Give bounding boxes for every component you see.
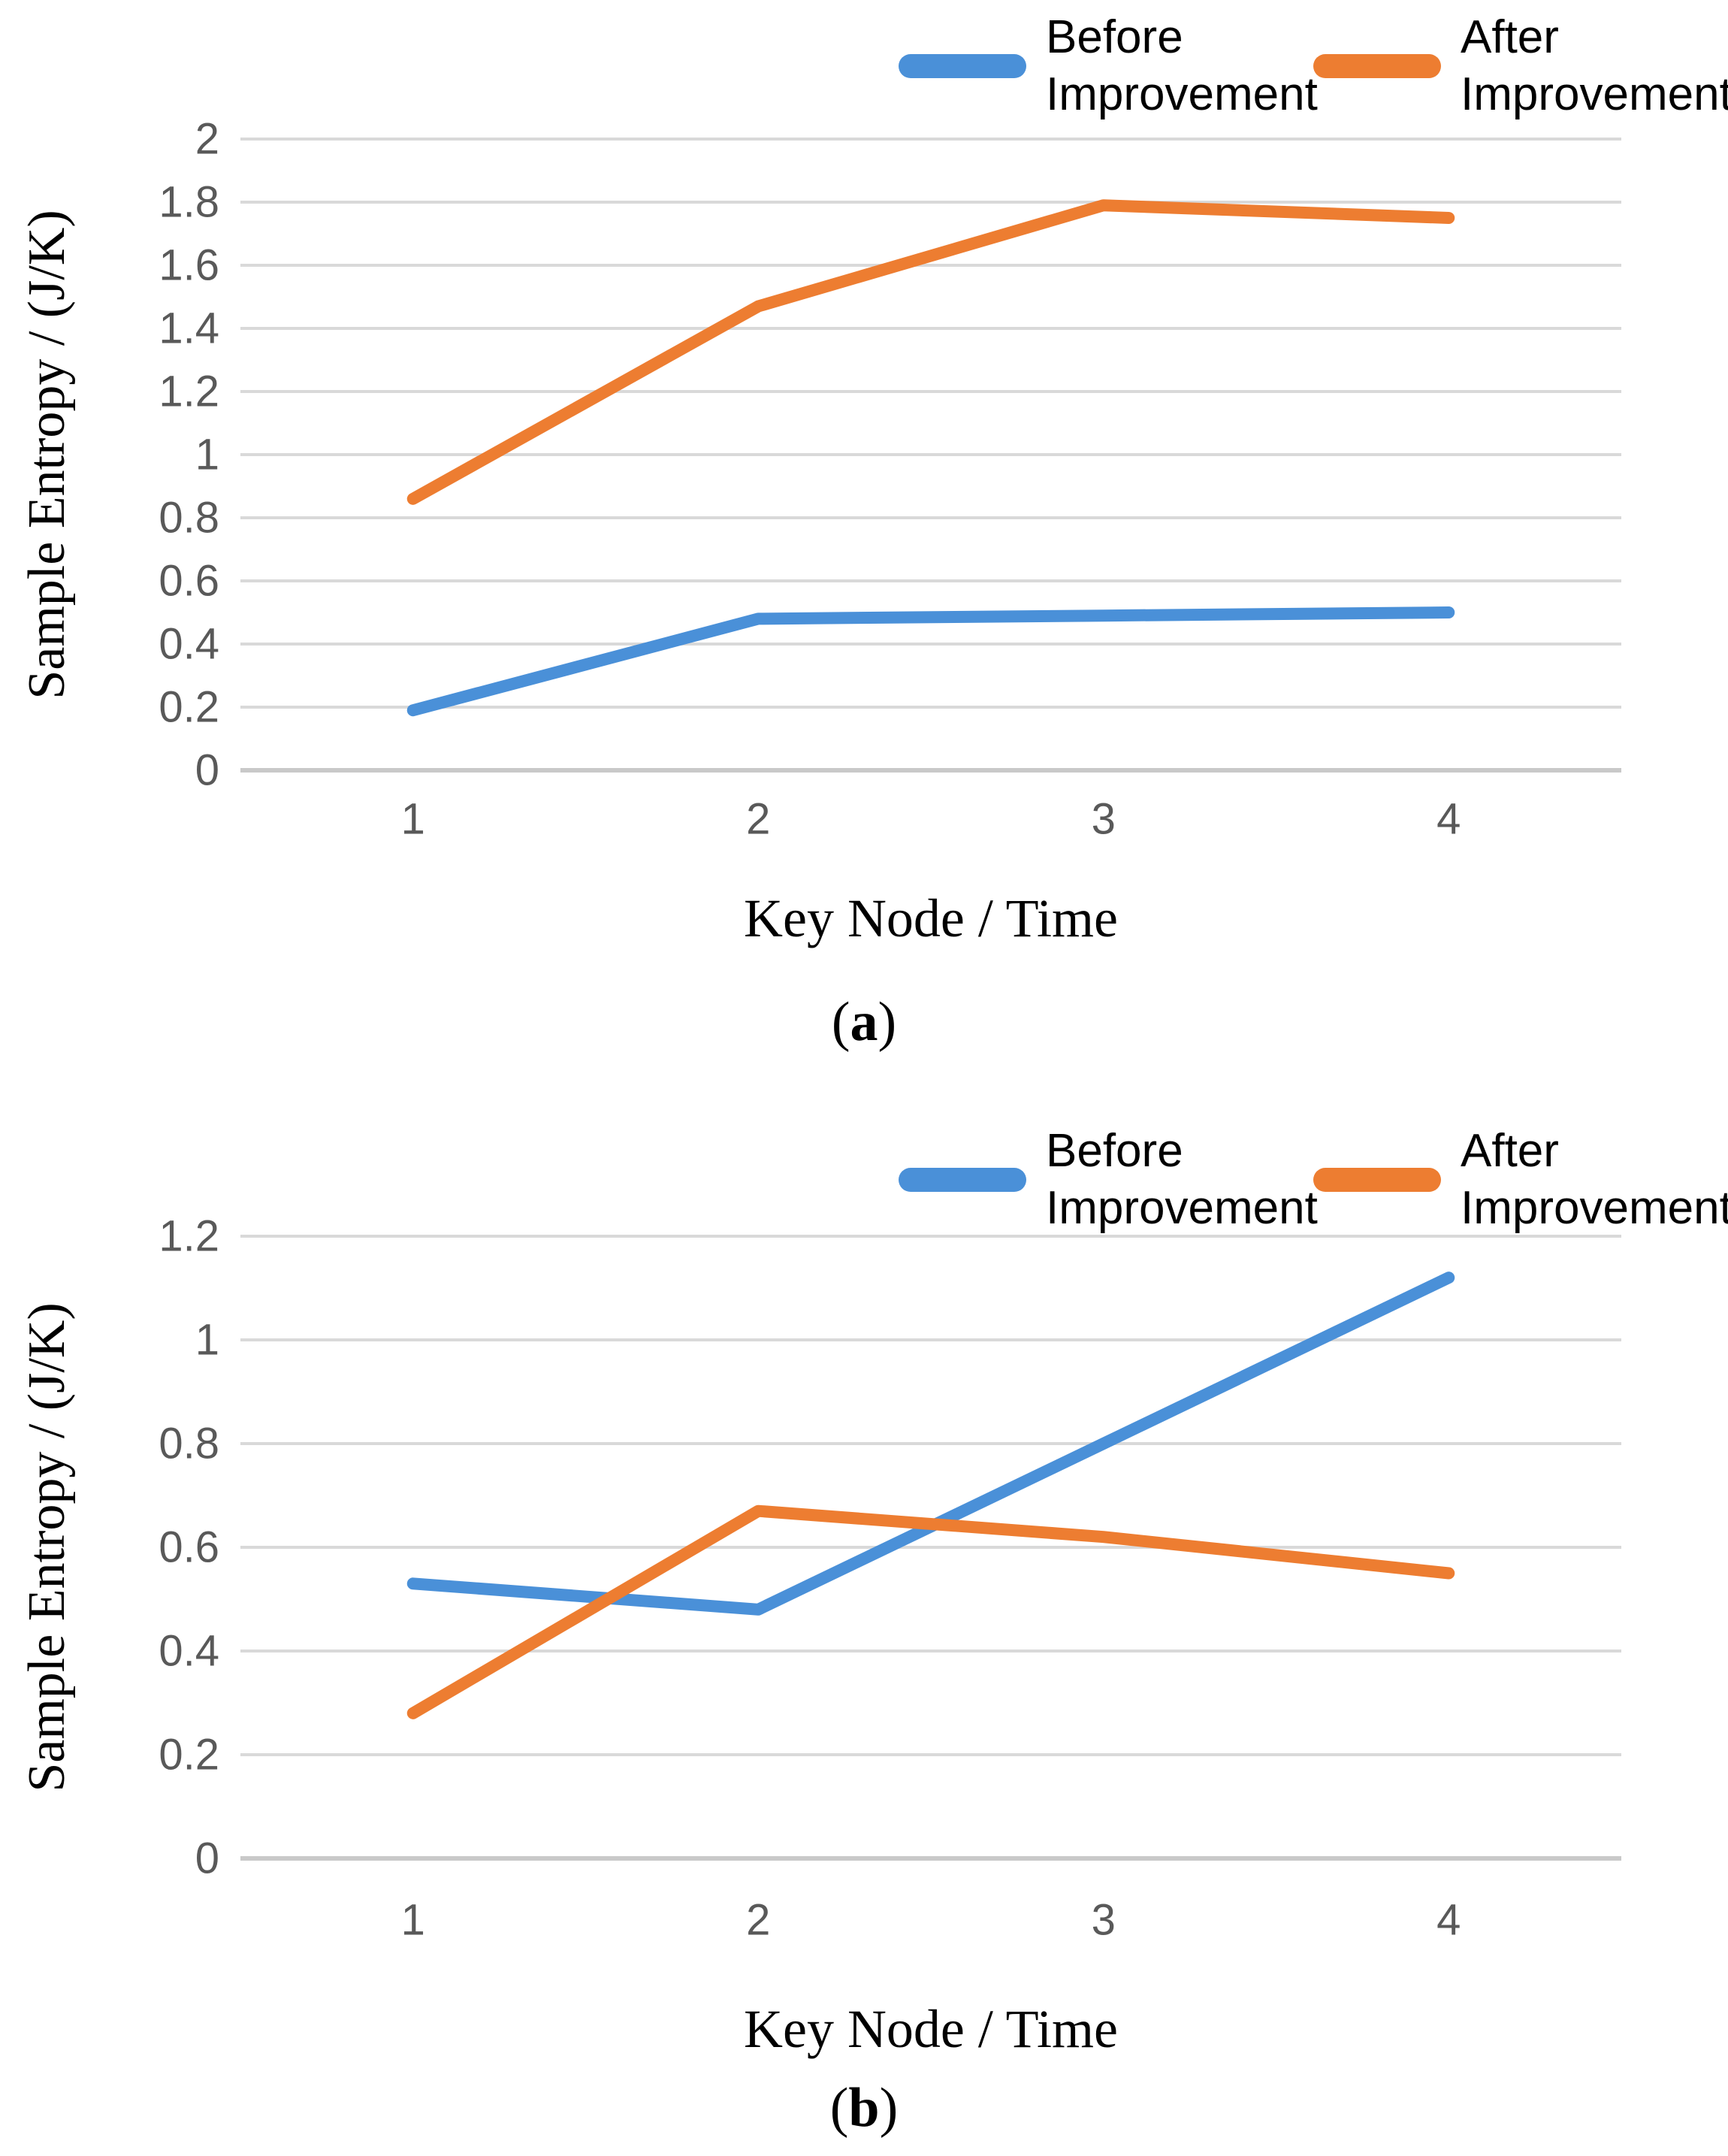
legend-label-before-improvement: Before Improvement bbox=[1046, 9, 1318, 122]
legend-label-before-improvement: Before Improvement bbox=[1046, 1123, 1318, 1236]
legend-label-line: Improvement bbox=[1046, 1181, 1318, 1234]
legend-b: Before Improvement After Improvement bbox=[0, 1123, 1728, 1250]
x-tick-label-2: 2 bbox=[746, 1896, 770, 1945]
plot-area-a: 2 1.8 1.6 1.4 1.2 1 0.8 0.6 0.4 0.2 0 1 2 3 4 bbox=[159, 115, 1621, 844]
caption-b: (b) bbox=[0, 2080, 1728, 2136]
y-tick-label-0.6: 0.6 bbox=[159, 1523, 219, 1572]
legend-label-line: Improvement bbox=[1046, 68, 1318, 120]
y-tick-label-1.8: 1.8 bbox=[159, 178, 219, 227]
caption-letter: a bbox=[850, 991, 878, 1053]
chart-b: Sample Entropy / (J/K) 1.2 1 0.8 0.6 0.4 0.2 0… bbox=[0, 1075, 1728, 2156]
x-tick-label-1: 1 bbox=[401, 795, 425, 844]
y-tick-label-1.6: 1.6 bbox=[159, 241, 219, 290]
x-tick-label-3: 3 bbox=[1092, 795, 1116, 844]
legend-label-after-improvement: After Improvement bbox=[1461, 1123, 1728, 1236]
y-tick-label-0.8: 0.8 bbox=[159, 494, 219, 543]
legend-label-line: Improvement bbox=[1461, 68, 1728, 120]
series-line-after-improvement bbox=[406, 199, 1455, 505]
y-tick-label-1.2: 1.2 bbox=[159, 1212, 219, 1261]
caption-paren-open: ( bbox=[831, 991, 850, 1053]
legend-label-line: Improvement bbox=[1461, 1181, 1728, 1234]
legend-a: Before Improvement After Improvement bbox=[0, 9, 1728, 137]
y-tick-label-0.6: 0.6 bbox=[159, 557, 219, 606]
y-tick-label-0.2: 0.2 bbox=[159, 683, 219, 732]
caption-paren-close: ) bbox=[879, 2077, 899, 2139]
x-tick-label-2: 2 bbox=[746, 795, 770, 844]
legend-label-line: After bbox=[1461, 1125, 1559, 1177]
x-tick-label-4: 4 bbox=[1436, 795, 1461, 844]
chart-a: Sample Entropy / (J/K) 2 1.8 1.6 1.4 1.2 1 0.8… bbox=[0, 0, 1728, 1075]
legend-item-before-improvement: Before Improvement bbox=[899, 9, 1318, 122]
y-tick-label-1: 1 bbox=[195, 1316, 219, 1365]
legend-label-line: After bbox=[1461, 11, 1559, 63]
x-tick-label-1: 1 bbox=[401, 1896, 425, 1945]
y-tick-label-0.4: 0.4 bbox=[159, 620, 219, 669]
legend-label-after-improvement: After Improvement bbox=[1461, 9, 1728, 122]
y-tick-label-0: 0 bbox=[195, 1834, 219, 1883]
legend-label-line: Before bbox=[1046, 1125, 1183, 1177]
legend-swatch-before-improvement bbox=[899, 1167, 1026, 1192]
legend-swatch-after-improvement bbox=[1313, 53, 1441, 78]
x-tick-label-4: 4 bbox=[1436, 1896, 1461, 1945]
series-line-before-improvement bbox=[406, 606, 1455, 717]
x-axis-title-a: Key Node / Time bbox=[743, 888, 1119, 948]
x-tick-label-3: 3 bbox=[1092, 1896, 1116, 1945]
legend-item-after-improvement: After Improvement bbox=[1313, 1123, 1728, 1236]
caption-paren-open: ( bbox=[829, 2077, 849, 2139]
y-tick-label-1.4: 1.4 bbox=[159, 304, 219, 353]
legend-swatch-before-improvement bbox=[899, 53, 1026, 78]
x-axis-title-b: Key Node / Time bbox=[743, 1999, 1119, 2059]
caption-letter: b bbox=[848, 2077, 880, 2139]
plot-area-b: 1.2 1 0.8 0.6 0.4 0.2 0 1 2 3 4 bbox=[159, 1212, 1621, 1945]
y-tick-label-0.2: 0.2 bbox=[159, 1731, 219, 1780]
y-tick-label-0.8: 0.8 bbox=[159, 1420, 219, 1468]
y-tick-label-0: 0 bbox=[195, 746, 219, 795]
legend-item-before-improvement: Before Improvement bbox=[899, 1123, 1318, 1236]
y-tick-label-1: 1 bbox=[195, 431, 219, 479]
series-line-after-improvement bbox=[406, 1504, 1455, 1719]
y-tick-label-2: 2 bbox=[195, 115, 219, 164]
legend-item-after-improvement: After Improvement bbox=[1313, 9, 1728, 122]
y-tick-label-1.2: 1.2 bbox=[159, 367, 219, 416]
caption-a: (a) bbox=[0, 994, 1728, 1050]
y-tick-label-0.4: 0.4 bbox=[159, 1627, 219, 1676]
caption-paren-close: ) bbox=[878, 991, 897, 1053]
legend-swatch-after-improvement bbox=[1313, 1167, 1441, 1192]
legend-label-line: Before bbox=[1046, 11, 1183, 63]
